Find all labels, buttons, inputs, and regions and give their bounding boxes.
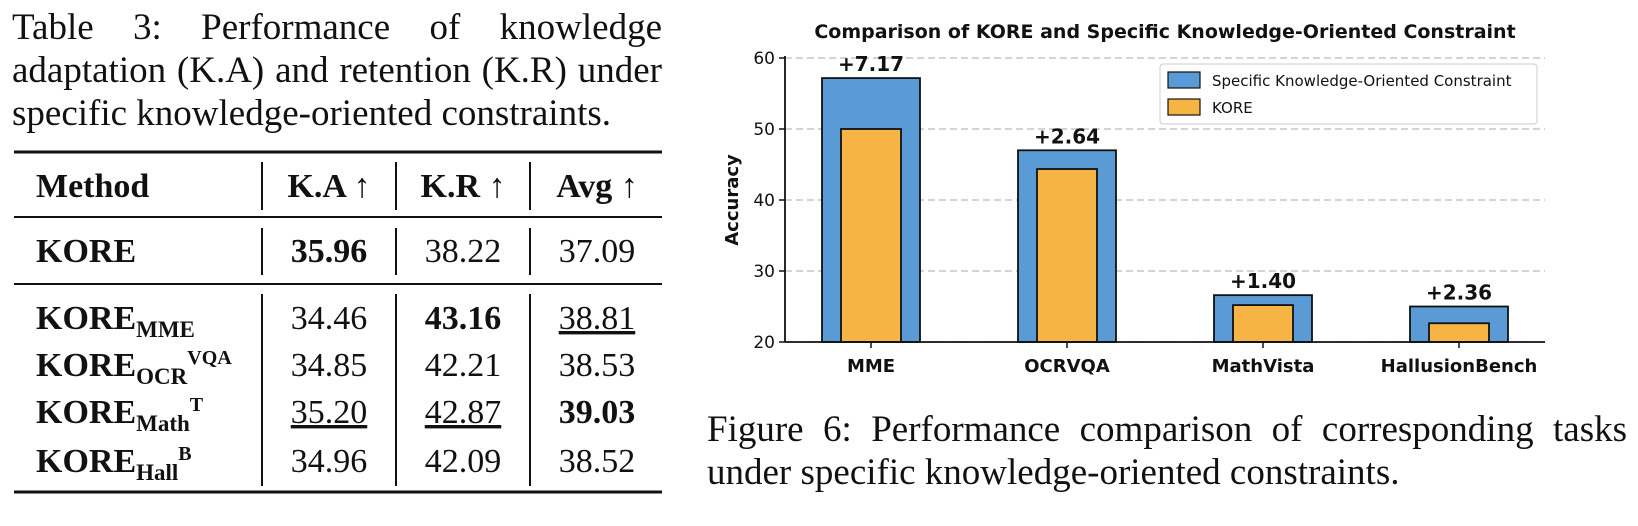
table-cell: 37.09 xyxy=(559,233,636,270)
header-cell: K.A ↑ xyxy=(287,168,370,205)
table-cell: 35.20 xyxy=(291,394,368,431)
method-sub: Math xyxy=(136,411,190,436)
header-cell: Method xyxy=(36,168,149,205)
bar-annotation: +1.40 xyxy=(1230,269,1296,293)
method-name: KORE xyxy=(36,300,136,337)
method-sub: MME xyxy=(136,317,195,342)
method-cell: KOREMME xyxy=(36,300,195,342)
x-tick-label: MathVista xyxy=(1212,356,1315,377)
method-sup: VQA xyxy=(187,347,232,369)
x-tick-label: HallusionBench xyxy=(1381,356,1538,377)
bar xyxy=(1232,304,1294,343)
figure-caption: Figure 6: Performance comparison of corr… xyxy=(707,409,1627,493)
table-cell: 34.85 xyxy=(291,347,368,384)
table: Method K.A ↑ K.R ↑ Avg ↑ xyxy=(14,150,662,494)
method-name: KORE xyxy=(36,347,136,384)
table-cell: 39.03 xyxy=(559,394,636,431)
y-tick-label: 50 xyxy=(753,120,775,140)
method-sub: OCR xyxy=(136,364,188,389)
table-cell: 38.53 xyxy=(559,347,636,384)
method-sub: Hall xyxy=(136,460,178,485)
method-cell: KOREMathT xyxy=(36,394,204,436)
bar xyxy=(1428,322,1490,343)
legend-box xyxy=(1159,63,1538,125)
y-tick-label: 20 xyxy=(753,333,775,353)
x-tick-label: MME xyxy=(847,356,895,377)
method-cell: KOREHallB xyxy=(36,443,192,485)
table-cell: 42.09 xyxy=(425,443,502,480)
bar-annotation: +2.64 xyxy=(1034,124,1100,148)
bar-annotation: +7.17 xyxy=(838,52,904,76)
y-tick-label: 40 xyxy=(753,191,775,211)
method-name: KORE xyxy=(36,394,136,431)
table-cell: 34.46 xyxy=(291,300,368,337)
method-sup: B xyxy=(178,443,191,465)
table-cell: 35.96 xyxy=(291,233,368,270)
bar xyxy=(840,128,902,343)
header-cell: Avg ↑ xyxy=(556,168,638,205)
table-cell: 43.16 xyxy=(425,300,502,337)
y-axis-label: Accuracy xyxy=(722,154,743,246)
legend-swatch xyxy=(1167,98,1201,116)
table-cell: 38.52 xyxy=(559,443,636,480)
legend-label: KORE xyxy=(1212,99,1253,117)
method-sup: T xyxy=(190,394,204,416)
bar xyxy=(1036,168,1098,343)
table-cell: 38.81 xyxy=(559,300,636,337)
legend-label: Specific Knowledge-Oriented Constraint xyxy=(1212,72,1512,90)
y-tick-label: 30 xyxy=(753,262,775,282)
x-tick-label: OCRVQA xyxy=(1024,356,1110,377)
table-cell: 38.22 xyxy=(425,233,502,270)
table-cell: 34.96 xyxy=(291,443,368,480)
table-caption: Table 3: Performance of knowledge adapta… xyxy=(12,7,662,134)
method-name: KORE xyxy=(36,233,136,270)
method-cell: KOREOCRVQA xyxy=(36,347,232,389)
method-name: KORE xyxy=(36,443,136,480)
table-cell: 42.21 xyxy=(425,347,502,384)
legend-swatch xyxy=(1167,71,1201,89)
chart-title: Comparison of KORE and Specific Knowledg… xyxy=(814,21,1515,43)
method-cell: KORE xyxy=(36,233,136,270)
table-cell: 42.87 xyxy=(425,394,502,431)
column-rules xyxy=(261,162,531,486)
bar-annotation: +2.36 xyxy=(1426,281,1492,305)
y-tick-label: 60 xyxy=(753,49,775,69)
header-cell: K.R ↑ xyxy=(421,168,506,205)
